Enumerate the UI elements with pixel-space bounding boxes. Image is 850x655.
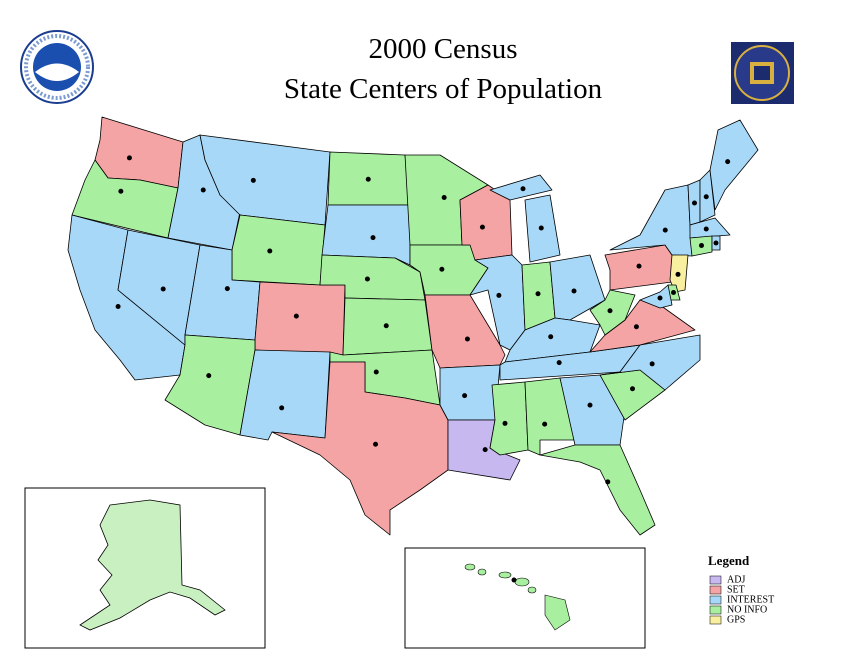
center-dot — [502, 420, 508, 426]
hawaii — [464, 563, 571, 631]
legend-title: Legend — [708, 553, 750, 568]
center-dot — [538, 225, 544, 231]
state — [599, 334, 701, 391]
center-dot — [556, 360, 562, 366]
center-dot — [542, 421, 548, 427]
center-dot — [250, 177, 256, 183]
center-dot — [293, 313, 299, 319]
commerce-seal — [731, 42, 794, 104]
center-dot — [703, 226, 709, 232]
title-line: State Centers of Population — [284, 73, 603, 105]
center-dot — [671, 290, 676, 295]
center-dot — [699, 243, 704, 248]
state — [439, 364, 501, 421]
center-dot — [657, 295, 663, 301]
center-dot — [649, 361, 655, 367]
center-dot — [482, 447, 488, 453]
center-dot — [383, 323, 389, 329]
center-dot — [365, 176, 371, 182]
state — [321, 204, 411, 266]
center-dot — [692, 200, 697, 206]
center-dot — [267, 248, 273, 254]
legend-label: ADJ — [727, 574, 745, 585]
center-dot — [373, 369, 379, 375]
center-dot — [439, 266, 445, 272]
center-dot — [630, 386, 635, 392]
title-line: 2000 Census — [368, 33, 517, 65]
state — [549, 254, 606, 321]
center-dot — [160, 286, 166, 292]
legend-swatch — [709, 585, 722, 595]
center-dot — [636, 263, 642, 269]
center-dot — [200, 187, 206, 193]
legend-label: INTEREST — [727, 594, 774, 605]
center-dot — [675, 271, 681, 277]
state — [609, 184, 693, 257]
center-dot — [115, 304, 121, 309]
center-dot — [535, 291, 541, 297]
legend-swatch — [709, 595, 722, 605]
center-dot — [571, 288, 577, 294]
center-dot — [511, 577, 517, 583]
legend-swatch — [709, 605, 722, 615]
state — [424, 294, 506, 369]
legend-swatch — [709, 615, 722, 625]
legend-label: SET — [727, 584, 745, 595]
state — [709, 119, 759, 211]
center-dot — [662, 227, 668, 233]
center-dot — [725, 159, 731, 165]
center-dot — [587, 402, 593, 408]
center-dot — [548, 334, 554, 340]
state — [639, 284, 673, 309]
center-dot — [703, 194, 709, 200]
legend-label: GPS — [727, 614, 745, 625]
center-dot — [605, 479, 611, 485]
state — [94, 116, 184, 189]
state — [239, 349, 331, 441]
state — [164, 334, 256, 436]
center-dot — [607, 308, 613, 314]
state — [271, 361, 449, 536]
center-dot — [364, 276, 370, 282]
legend-label: NO INFO — [727, 604, 767, 615]
center-dot — [520, 186, 526, 192]
state — [489, 381, 529, 456]
center-dot — [118, 188, 124, 194]
center-dot — [206, 373, 212, 379]
legend-swatch — [709, 575, 722, 585]
state — [254, 281, 346, 356]
center-dot — [224, 286, 230, 292]
states — [67, 116, 759, 536]
state — [469, 254, 526, 351]
center-dot — [370, 235, 376, 241]
state — [589, 289, 636, 336]
state — [559, 374, 626, 446]
center-dot — [496, 292, 502, 298]
center-dot — [279, 405, 285, 411]
center-dot — [126, 155, 132, 161]
alaska — [79, 499, 226, 631]
hawaii-box — [404, 547, 646, 649]
center-dot — [633, 324, 639, 330]
center-dot — [373, 441, 379, 447]
state — [539, 444, 656, 536]
noaa-logo — [20, 30, 94, 104]
center-dot — [479, 224, 485, 230]
state — [231, 214, 326, 286]
center-dot — [441, 195, 447, 200]
center-dot — [713, 240, 719, 246]
center-dot — [464, 336, 470, 342]
state — [689, 217, 731, 239]
center-dot — [462, 393, 468, 399]
